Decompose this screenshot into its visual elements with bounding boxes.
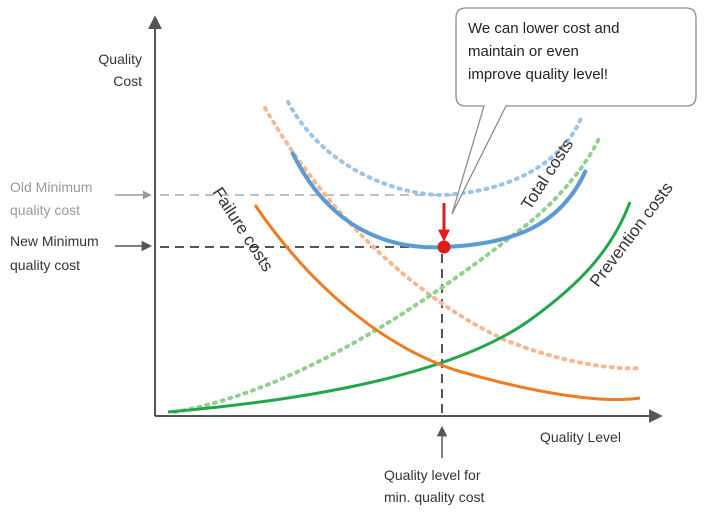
old-failure-costs-curve	[263, 106, 644, 371]
callout-line-1: We can lower cost and	[468, 20, 620, 37]
new-minimum-point	[437, 240, 451, 254]
failure-costs-curve	[253, 204, 641, 401]
old-prevention-costs-curve	[173, 134, 602, 414]
x-axis-label: Quality Level	[540, 429, 621, 445]
callout-line-2: maintain or even	[468, 43, 579, 60]
callout-line-3: improve quality level!	[468, 66, 609, 83]
optimum-level-note-line1: Quality level for	[384, 467, 481, 483]
new-minimum-label-line1: New Minimum	[10, 233, 99, 249]
old-minimum-label-line2: quality cost	[10, 202, 81, 218]
prevention-costs-label: Prevention costs	[586, 179, 677, 291]
failure-costs-label: Failure costs	[209, 184, 277, 275]
old-minimum-label-line1: Old Minimum	[10, 179, 93, 195]
callout-bubble	[451, 7, 697, 215]
y-axis-label-quality: Quality	[98, 51, 142, 67]
y-axis-label-cost: Cost	[113, 73, 142, 89]
old-total-costs-curve	[286, 100, 584, 197]
new-minimum-label-line2: quality cost	[10, 257, 81, 273]
prevention-costs-curve	[167, 201, 632, 414]
optimum-level-note-line2: min. quality cost	[384, 489, 485, 505]
